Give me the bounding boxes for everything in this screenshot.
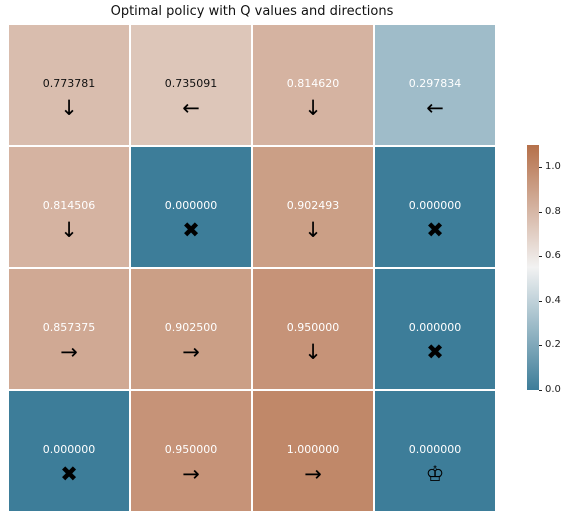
heatmap-cell: 0.735091 ←	[130, 24, 252, 146]
cell-value-label: 0.814506	[42, 199, 96, 213]
policy-direction-icon: ↓	[60, 218, 78, 243]
colorbar-tick-mark	[539, 345, 542, 346]
policy-direction-icon: ↓	[304, 96, 322, 121]
colorbar-tick-label: 0.4	[545, 295, 561, 306]
policy-direction-icon: ←	[426, 96, 444, 121]
colorbar-tick-label: 0.2	[545, 339, 561, 350]
heatmap-cell: 0.000000 ✖	[130, 146, 252, 268]
heatmap-cell: 0.857375 →	[8, 268, 130, 390]
chart-title: Optimal policy with Q values and directi…	[110, 4, 394, 19]
policy-direction-icon: →	[182, 340, 200, 365]
cell-value-label: 0.950000	[286, 321, 340, 335]
heatmap-cell: 0.950000 →	[130, 390, 252, 512]
heatmap-cell: 0.902500 →	[130, 268, 252, 390]
heatmap-cell: 0.902493 ↓	[252, 146, 374, 268]
heatmap-cell: 0.773781 ↓	[8, 24, 130, 146]
heatmap-cell: 1.000000 →	[252, 390, 374, 512]
colorbar-tick-label: 0.0	[545, 384, 561, 395]
colorbar-tick-label: 1.0	[545, 161, 561, 172]
policy-direction-icon: →	[182, 462, 200, 487]
cell-value-label: 1.000000	[286, 443, 340, 457]
policy-direction-icon: ↓	[304, 218, 322, 243]
cell-value-label: 0.000000	[408, 199, 462, 213]
cell-value-label: 0.857375	[42, 321, 96, 335]
cell-value-label: 0.902493	[286, 199, 340, 213]
cell-value-label: 0.297834	[408, 77, 462, 91]
colorbar	[527, 145, 539, 390]
heatmap-cell: 0.814506 ↓	[8, 146, 130, 268]
cell-value-label: 0.735091	[164, 77, 218, 91]
policy-direction-icon: ♔	[425, 462, 445, 487]
colorbar-tick-label: 0.8	[545, 206, 561, 217]
policy-direction-icon: ←	[182, 96, 200, 121]
policy-direction-icon: ✖	[426, 340, 444, 365]
heatmap-cell: 0.000000 ✖	[374, 146, 496, 268]
colorbar-tick-mark	[539, 256, 542, 257]
policy-direction-icon: ✖	[426, 218, 444, 243]
heatmap-cell: 0.814620 ↓	[252, 24, 374, 146]
cell-value-label: 0.902500	[164, 321, 218, 335]
heatmap-grid: 0.773781 ↓ 0.735091 ← 0.814620 ↓ 0.297834 ← 0.81…	[8, 24, 496, 512]
policy-direction-icon: ✖	[60, 462, 78, 487]
heatmap-cell: 0.297834 ←	[374, 24, 496, 146]
heatmap-cell: 0.000000 ♔	[374, 390, 496, 512]
policy-direction-icon: →	[60, 340, 78, 365]
cell-value-label: 0.000000	[164, 199, 218, 213]
policy-direction-icon: ✖	[182, 218, 200, 243]
cell-value-label: 0.950000	[164, 443, 218, 457]
heatmap-cell: 0.950000 ↓	[252, 268, 374, 390]
policy-direction-icon: ↓	[304, 340, 322, 365]
colorbar-tick-mark	[539, 167, 542, 168]
colorbar-tick-label: 0.6	[545, 250, 561, 261]
policy-direction-icon: →	[304, 462, 322, 487]
cell-value-label: 0.000000	[408, 321, 462, 335]
cell-value-label: 0.000000	[408, 443, 462, 457]
colorbar-tick-mark	[539, 390, 542, 391]
colorbar-tick-mark	[539, 301, 542, 302]
cell-value-label: 0.773781	[42, 77, 96, 91]
heatmap-cell: 0.000000 ✖	[374, 268, 496, 390]
cell-value-label: 0.000000	[42, 443, 96, 457]
colorbar-tick-mark	[539, 212, 542, 213]
policy-direction-icon: ↓	[60, 96, 78, 121]
cell-value-label: 0.814620	[286, 77, 340, 91]
heatmap-cell: 0.000000 ✖	[8, 390, 130, 512]
